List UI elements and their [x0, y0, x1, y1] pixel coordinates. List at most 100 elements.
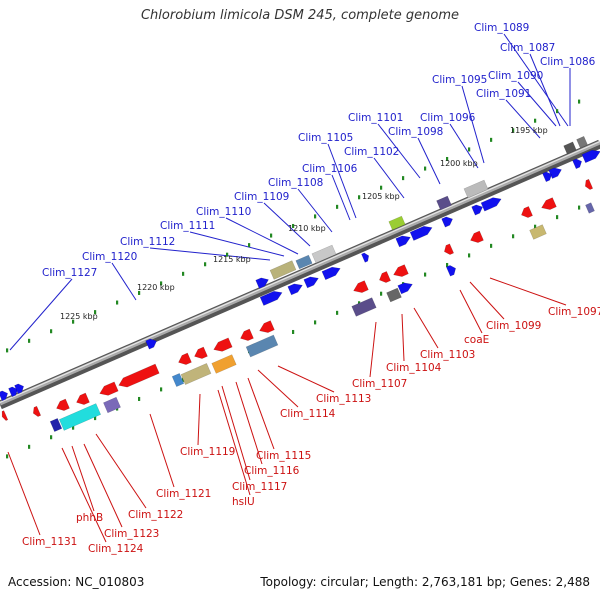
- forward-gene: [542, 171, 552, 183]
- forward-gene: [287, 283, 303, 296]
- tick-rail-dot: [380, 291, 383, 296]
- tick-label: 1210 kbp: [288, 224, 326, 233]
- tick-rail-dot: [116, 300, 119, 305]
- forward-gene: [446, 265, 456, 277]
- gene-label: Clim_1106: [302, 163, 358, 175]
- gene-label: Clim_1086: [540, 56, 596, 68]
- forward-gene: [388, 215, 406, 231]
- tick-rail-dot: [182, 377, 185, 382]
- tick-rail-dot: [292, 329, 295, 334]
- reverse-gene: [118, 363, 160, 388]
- tick-rail-dot: [534, 224, 537, 229]
- reverse-gene: [32, 405, 42, 417]
- tick-rail-dot: [534, 118, 537, 123]
- forward-gene: [295, 254, 313, 270]
- gene-label: Clim_1116: [244, 465, 300, 477]
- forward-gene: [259, 291, 283, 306]
- reverse-gene: [470, 230, 484, 243]
- gene-label: Clim_1109: [234, 191, 289, 203]
- leader-line: [217, 389, 251, 496]
- tick-rail-dot: [380, 185, 383, 190]
- gene-label: Clim_1111: [160, 220, 215, 232]
- tick-rail-dot: [512, 234, 515, 239]
- leader-line: [7, 451, 41, 536]
- gene-label: Clim_1097: [548, 306, 600, 318]
- leader-line: [95, 433, 147, 509]
- reverse-gene: [213, 337, 233, 352]
- tick-rail-dot: [490, 137, 493, 142]
- forward-gene: [409, 226, 433, 241]
- forward-gene: [14, 383, 24, 395]
- gene-label: Clim_1099: [486, 320, 541, 332]
- tick-rail-dot: [160, 387, 163, 392]
- tick-rail-dot: [28, 444, 31, 449]
- reverse-gene: [171, 373, 185, 387]
- tick-label: 1225 kbp: [60, 312, 98, 321]
- forward-gene: [441, 216, 453, 228]
- gene-label: Clim_1107: [352, 378, 407, 390]
- gene-label: Clim_1089: [474, 22, 529, 34]
- reverse-gene: [529, 224, 547, 240]
- reverse-gene: [259, 320, 275, 333]
- reverse-gene: [99, 381, 119, 396]
- gene-label: coaE: [464, 334, 489, 346]
- gene-label: Clim_1117: [232, 481, 287, 493]
- leader-line: [9, 278, 73, 351]
- forward-gene: [576, 135, 588, 149]
- forward-gene: [321, 266, 341, 281]
- accession-text: Accession: NC_010803: [8, 575, 145, 589]
- leader-line: [505, 99, 541, 139]
- gene-label: Clim_1087: [500, 42, 555, 54]
- tick-rail-dot: [578, 205, 581, 210]
- leader-line: [327, 143, 357, 219]
- tick-label: 1195 kbp: [510, 126, 548, 135]
- forward-gene: [471, 204, 483, 216]
- forward-gene: [8, 386, 18, 398]
- gene-label: Clim_1122: [128, 509, 183, 521]
- reverse-gene: [76, 392, 90, 405]
- forward-gene: [255, 277, 269, 289]
- leader-line: [149, 413, 175, 488]
- forward-gene: [436, 195, 452, 211]
- tick-rail-dot: [226, 252, 229, 257]
- leader-line: [225, 217, 299, 255]
- forward-gene: [563, 141, 577, 155]
- forward-gene: [145, 338, 157, 350]
- gene-label: phhB: [76, 512, 103, 524]
- leader-line: [235, 381, 263, 465]
- tick-rail-dot: [204, 262, 207, 267]
- gene-label: Clim_1103: [420, 349, 475, 361]
- reverse-gene: [211, 354, 237, 374]
- tick-rail-dot: [314, 214, 317, 219]
- gene-label: Clim_1131: [22, 536, 77, 548]
- tick-rail-dot: [424, 272, 427, 277]
- map-title: Chlorobium limicola DSM 245, complete ge…: [140, 8, 460, 23]
- leader-line: [149, 247, 271, 261]
- tick-rail-dot: [94, 310, 97, 315]
- tick-rail-dot: [6, 454, 9, 459]
- leader-line: [197, 393, 201, 446]
- gene-label: Clim_1090: [488, 70, 543, 82]
- tick-rail-dot: [138, 290, 141, 295]
- tick-rail-dot: [248, 243, 251, 248]
- tick-label: 1200 kbp: [440, 159, 478, 168]
- gene-label: Clim_1104: [386, 362, 442, 374]
- leader-line: [189, 231, 285, 257]
- leader-line: [417, 137, 441, 185]
- leader-line: [297, 188, 333, 233]
- gene-label: Clim_1113: [316, 393, 371, 405]
- reverse-gene: [240, 328, 254, 341]
- forward-gene: [303, 276, 319, 289]
- tick-rail-dot: [468, 253, 471, 258]
- tick-rail-dot: [182, 271, 185, 276]
- leader-line: [331, 174, 351, 221]
- leader-line: [257, 369, 299, 408]
- tick-rail-dot: [336, 204, 339, 209]
- backbone-line: [0, 140, 600, 406]
- forward-gene: [463, 179, 489, 199]
- tick-label: 1205 kbp: [362, 192, 400, 201]
- forward-gene: [581, 149, 600, 164]
- gene-label: Clim_1114: [280, 408, 336, 420]
- tick-rail-dot: [314, 320, 317, 325]
- forward-gene: [361, 252, 370, 263]
